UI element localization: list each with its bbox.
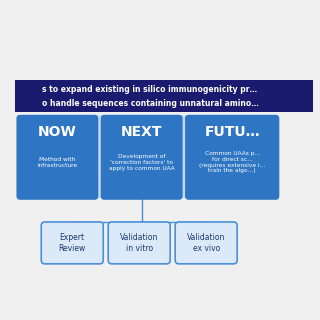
FancyBboxPatch shape [101,115,183,200]
Text: Expert
Review: Expert Review [59,233,86,252]
Text: Method with
infrastructure: Method with infrastructure [37,157,77,168]
Text: NOW: NOW [38,125,77,139]
Text: NEXT: NEXT [121,125,163,139]
FancyBboxPatch shape [41,222,103,264]
Text: Validation
ex vivo: Validation ex vivo [187,233,225,252]
Text: Common UAAs p…
for direct sc…
(requires extensive i…
train the algo…): Common UAAs p… for direct sc… (requires … [199,151,266,173]
FancyBboxPatch shape [108,222,170,264]
FancyBboxPatch shape [15,80,313,112]
Text: Validation
in vitro: Validation in vitro [120,233,158,252]
Text: o handle sequences containing unnatural amino…: o handle sequences containing unnatural … [43,99,259,108]
Text: Development of
'correction factors' to
apply to common UAA: Development of 'correction factors' to a… [109,154,174,171]
Text: s to expand existing in silico immunogenicity pr…: s to expand existing in silico immunogen… [43,85,258,94]
FancyBboxPatch shape [16,115,98,200]
FancyBboxPatch shape [185,115,279,200]
FancyBboxPatch shape [175,222,237,264]
FancyArrow shape [15,116,276,197]
Text: FUTU…: FUTU… [204,125,260,139]
